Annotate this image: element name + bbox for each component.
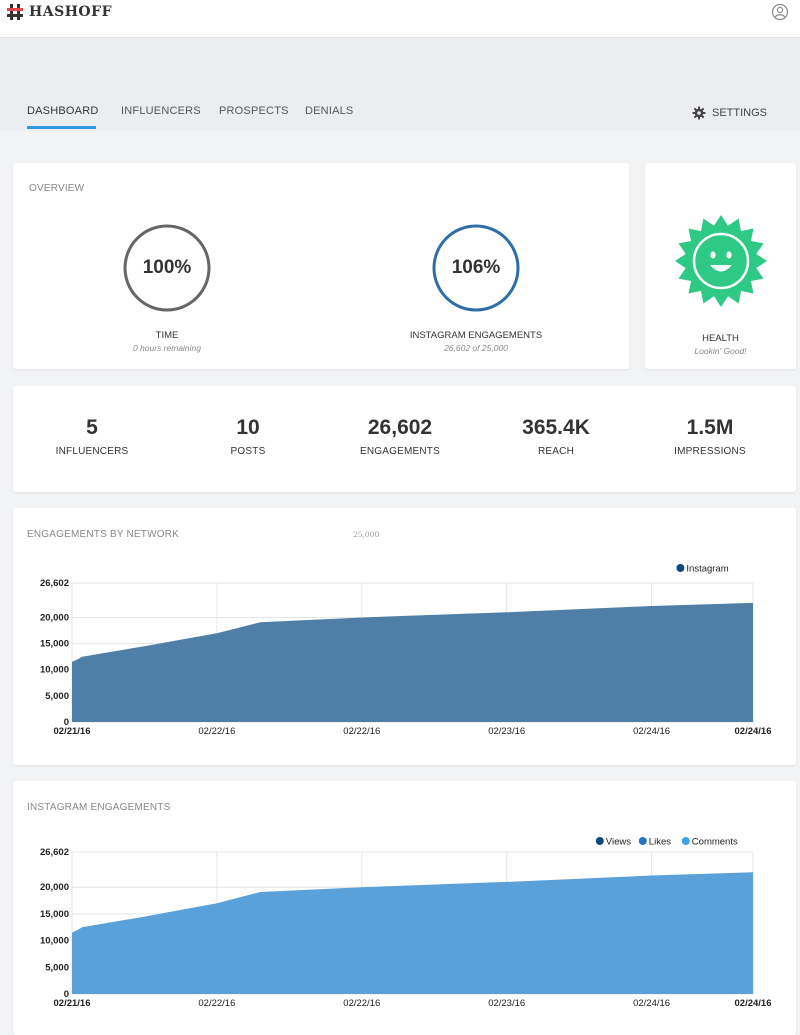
stat-value: 1.5M	[686, 416, 734, 439]
stat-label: POSTS	[230, 446, 266, 457]
y-tick-label: 26,602	[40, 578, 69, 589]
legend-label: Comments	[692, 837, 738, 848]
y-tick-label: 5,000	[45, 691, 69, 702]
x-tick-label: 02/21/16	[54, 726, 91, 737]
area-series-instagram	[72, 602, 753, 722]
legend-label: Instagram	[686, 564, 728, 575]
y-tick-label: 20,000	[40, 882, 69, 893]
network-chart-title: ENGAGEMENTS BY NETWORK	[27, 529, 180, 540]
time-gauge-value: 100%	[142, 257, 192, 278]
health-sub: Lookin' Good!	[694, 346, 747, 356]
tab-denials[interactable]: DENIALS	[305, 105, 354, 117]
legend-dot	[676, 564, 685, 572]
legend-dot	[638, 837, 647, 845]
smiley-sun-icon	[675, 215, 767, 307]
x-tick-label: 02/22/16	[343, 998, 380, 1009]
y-tick-label: 5,000	[45, 962, 69, 973]
network-chart-note: 25,000	[353, 530, 380, 539]
legend-label: Views	[606, 837, 631, 848]
stat-reach: 365.4K REACH	[481, 416, 631, 457]
y-tick-label: 26,602	[40, 847, 69, 858]
tab-dashboard[interactable]: DASHBOARD	[27, 105, 99, 117]
engagement-gauge-label: INSTAGRAM ENGAGEMENTS	[409, 330, 543, 341]
stat-label: INFLUENCERS	[55, 446, 129, 457]
overview-title: OVERVIEW	[29, 183, 85, 194]
y-tick-label: 0	[64, 717, 69, 728]
health-label: HEALTH	[702, 333, 739, 344]
stat-value: 26,602	[367, 416, 433, 439]
x-tick-label: 02/22/16	[198, 998, 235, 1009]
y-tick-label: 15,000	[40, 909, 69, 920]
tab-prospects[interactable]: PROSPECTS	[219, 105, 289, 117]
legend-dot	[595, 837, 604, 845]
tab-bar: DASHBOARD INFLUENCERS PROSPECTS DENIALS …	[0, 38, 800, 131]
overview-card: OVERVIEW 100% TIME 0 hours remaining 106…	[13, 163, 629, 369]
x-tick-label: 02/22/16	[198, 726, 235, 737]
time-gauge-ring	[123, 224, 211, 312]
network-area-chart: 0 5,000 10,000 15,000 20,000 26,602 02/21/16 02…	[40, 564, 772, 738]
stat-engagements: 26,602 ENGAGEMENTS	[325, 416, 475, 457]
stat-posts: 10 POSTS	[173, 416, 323, 457]
x-tick-label: 02/24/16	[735, 998, 772, 1009]
engagement-gauge-value: 106%	[451, 257, 501, 278]
stat-impressions: 1.5M IMPRESSIONS	[635, 416, 785, 457]
stat-influencers: 5 INFLUENCERS	[17, 416, 167, 457]
gear-icon	[692, 106, 706, 120]
legend-dot	[681, 837, 690, 845]
brand-logo[interactable]: HASHOFF	[6, 3, 112, 21]
engagement-gauge-sub: 26,602 of 25,000	[444, 343, 508, 353]
x-tick-label: 02/24/16	[735, 726, 772, 737]
instagram-chart-title: INSTAGRAM ENGAGEMENTS	[27, 802, 171, 813]
instagram-chart-card: INSTAGRAM ENGAGEMENTS 0 5,000 10,000 15,000…	[13, 781, 796, 1035]
y-tick-label: 0	[64, 989, 69, 1000]
user-account-icon[interactable]	[771, 3, 789, 21]
stats-card: 5 INFLUENCERS 10 POSTS 26,602 ENGAGEMENT…	[13, 386, 796, 492]
y-tick-label: 10,000	[40, 665, 69, 676]
stat-label: REACH	[537, 446, 574, 457]
instagram-area-chart: 0 5,000 10,000 15,000 20,000 26,602 02/21/16 02…	[40, 837, 772, 1010]
engagement-gauge-ring	[432, 224, 520, 312]
stat-label: ENGAGEMENTS	[360, 446, 440, 457]
active-tab-indicator	[27, 126, 96, 129]
tab-influencers[interactable]: INFLUENCERS	[121, 105, 201, 117]
hashtag-logo-icon	[7, 4, 23, 20]
y-tick-label: 10,000	[40, 936, 69, 947]
settings-label: SETTINGS	[712, 107, 768, 119]
area-series-comments	[72, 872, 753, 994]
time-gauge-sub: 0 hours remaining	[132, 343, 202, 353]
stat-label: IMPRESSIONS	[674, 446, 746, 457]
x-tick-label: 02/24/16	[633, 726, 670, 737]
stat-value: 365.4K	[522, 416, 590, 439]
x-tick-label: 02/22/16	[343, 726, 380, 737]
brand-name: HASHOFF	[29, 4, 113, 20]
x-tick-label: 02/23/16	[488, 998, 525, 1009]
x-tick-label: 02/23/16	[488, 726, 525, 737]
x-tick-label: 02/24/16	[633, 998, 670, 1009]
stat-value: 5	[86, 416, 98, 439]
legend-label: Likes	[649, 837, 671, 848]
top-bar: HASHOFF	[0, 0, 800, 38]
network-chart-card: ENGAGEMENTS BY NETWORK 25,000 0 5,000 10,0…	[13, 508, 796, 765]
x-tick-label: 02/21/16	[54, 998, 91, 1009]
time-gauge-label: TIME	[155, 330, 179, 341]
stat-value: 10	[236, 416, 260, 439]
health-card: HEALTH Lookin' Good!	[645, 163, 796, 369]
y-tick-label: 20,000	[40, 612, 69, 623]
settings-button[interactable]: SETTINGS	[692, 106, 767, 120]
y-tick-label: 15,000	[40, 639, 69, 650]
